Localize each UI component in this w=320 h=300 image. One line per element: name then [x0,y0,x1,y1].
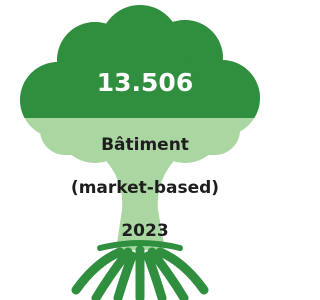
page: {"figure": {"value": "13.506", "label": … [0,0,278,300]
sublabel: (market-based) [71,178,219,198]
roots [76,250,204,298]
year: 2023 [121,221,168,241]
value: 13.506 [97,68,193,97]
label: Bâtiment [101,135,189,155]
tree-infographic: 13.506 Bâtiment (market-based) 2023 [0,0,278,300]
